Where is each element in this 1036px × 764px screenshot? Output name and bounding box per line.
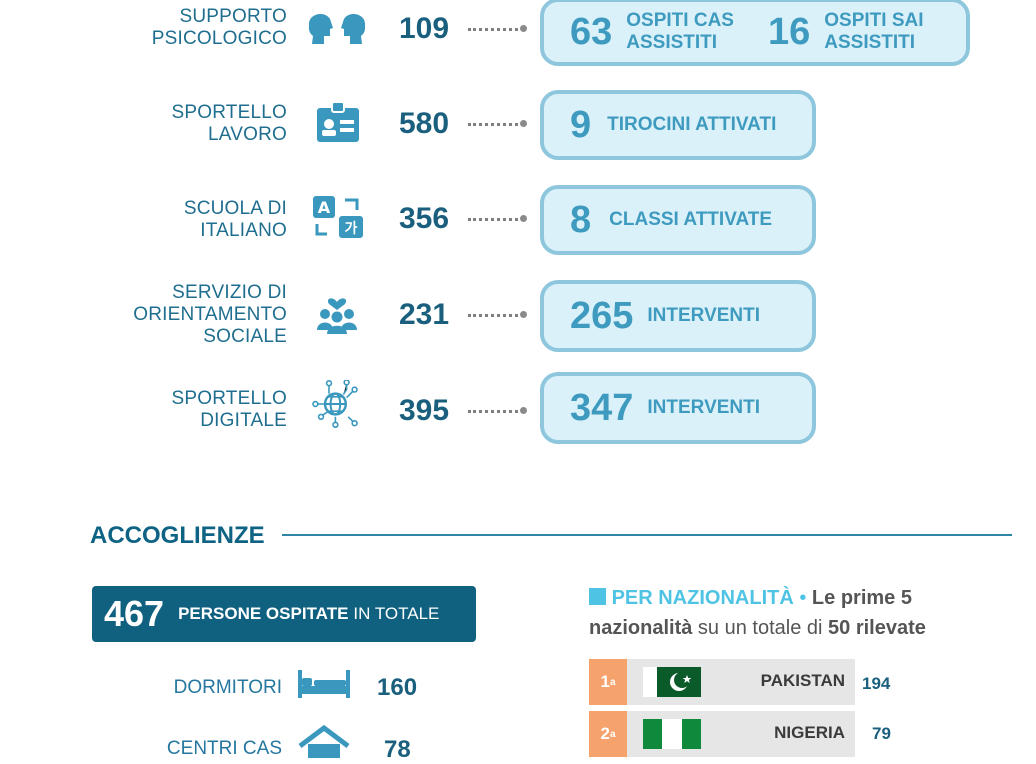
bullet: • xyxy=(799,587,807,609)
outcome-pill: 9 TIROCINI ATTIVATI xyxy=(540,90,816,160)
nigeria-flag-icon xyxy=(643,719,701,749)
accoglienza-value: 78 xyxy=(384,736,411,763)
house-icon xyxy=(298,724,350,758)
connector-dots xyxy=(468,311,527,321)
globe-network-icon xyxy=(312,380,358,428)
nationality-title: PER NAZIONALITÀ xyxy=(611,587,794,609)
total-guests-label: PERSONE OSPITATE xyxy=(178,604,349,623)
connector-dots xyxy=(468,25,527,35)
accoglienza-label-centri-cas: CENTRI CAS xyxy=(166,738,282,759)
outcome-text: TIROCINI ATTIVATI xyxy=(607,114,777,135)
nationality-heading: PER NAZIONALITÀ • Le prime 5 nazionalità… xyxy=(589,587,926,639)
service-value: 109 xyxy=(399,12,450,45)
outcome-text: OSPITI CAS ASSISTITI xyxy=(626,10,734,53)
outcome-text: OSPITI SAI ASSISTITI xyxy=(824,10,924,53)
outcome-pill: 63 OSPITI CAS ASSISTITI 16 OSPITI SAI AS… xyxy=(540,0,970,66)
outcome-number: 8 xyxy=(570,198,592,241)
service-label-supporto-psicologico: SUPPORTO PSICOLOGICO xyxy=(151,6,287,49)
id-badge-icon xyxy=(317,101,359,142)
people-heads-icon xyxy=(308,13,366,44)
outcome-pill: 265 INTERVENTI xyxy=(540,280,816,352)
total-guests-number: 467 xyxy=(104,593,165,634)
service-label-sportello-lavoro: SPORTELLO LAVORO xyxy=(171,102,287,145)
section-title-accoglienze: ACCOGLIENZE xyxy=(90,522,265,549)
outcome-number: 265 xyxy=(570,294,634,337)
svg-text:A: A xyxy=(318,198,331,217)
connector-dots xyxy=(468,215,527,225)
country-name: NIGERIA xyxy=(774,723,845,742)
outcome-pill: 347 INTERVENTI xyxy=(540,372,816,444)
section-divider xyxy=(282,534,1012,536)
connector-dots xyxy=(468,120,527,130)
outcome-text: INTERVENTI xyxy=(647,397,761,418)
total-guests-box: 467 PERSONE OSPITATE IN TOTALE xyxy=(92,586,476,642)
service-value: 580 xyxy=(399,107,450,140)
service-value: 231 xyxy=(399,298,450,331)
service-label-orientamento-sociale: SERVIZIO DI ORIENTAMENTO SOCIALE xyxy=(133,282,287,347)
translate-icon: A 가 xyxy=(313,196,363,238)
country-name: PAKISTAN xyxy=(760,671,845,690)
service-label-sportello-digitale: SPORTELLO DIGITALE xyxy=(171,388,287,431)
svg-text:가: 가 xyxy=(345,221,358,237)
outcome-pill: 8 CLASSI ATTIVATE xyxy=(540,185,816,255)
outcome-number: 9 xyxy=(570,103,592,146)
bed-icon xyxy=(298,670,350,698)
accoglienza-value: 160 xyxy=(377,674,418,701)
square-marker-icon xyxy=(589,588,606,605)
service-label-scuola-italiano: SCUOLA DI ITALIANO xyxy=(183,198,287,241)
service-value: 356 xyxy=(399,202,450,235)
country-value: 194 xyxy=(862,674,891,693)
outcome-text: CLASSI ATTIVATE xyxy=(609,209,773,230)
accoglienza-label-dormitori: DORMITORI xyxy=(173,677,282,698)
outcome-number: 347 xyxy=(570,386,634,429)
outcome-text: INTERVENTI xyxy=(647,305,761,326)
pakistan-flag-icon xyxy=(643,667,701,697)
service-value: 395 xyxy=(399,394,450,427)
connector-dots xyxy=(468,407,527,417)
total-guests-suffix: IN TOTALE xyxy=(353,604,440,623)
country-value: 79 xyxy=(872,724,891,743)
outcome-number: 16 xyxy=(767,10,811,53)
community-heart-icon xyxy=(317,298,357,334)
outcome-number: 63 xyxy=(570,10,613,53)
